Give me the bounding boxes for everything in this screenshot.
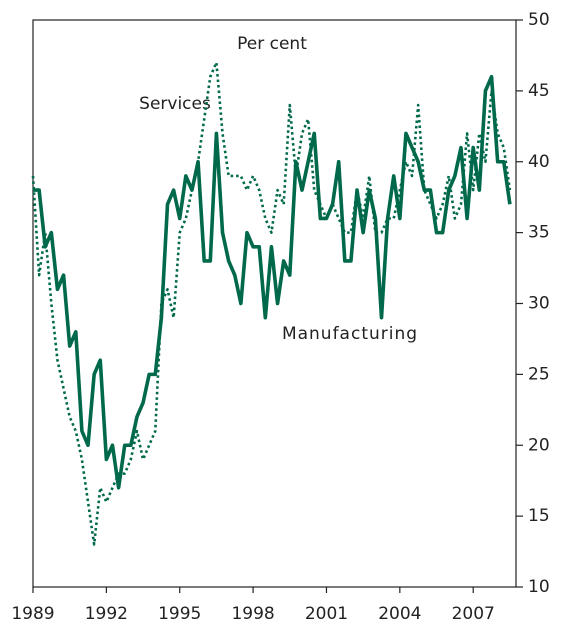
y-tick-label: 35 <box>528 223 550 243</box>
y-tick-label: 15 <box>528 506 550 526</box>
y-tick-label: 30 <box>528 294 550 314</box>
series-label: Manufacturing <box>282 324 418 344</box>
series-line <box>33 74 512 490</box>
x-tick-label: 1992 <box>85 604 128 624</box>
x-tick-label: 2001 <box>305 604 348 624</box>
x-tick-label: 1998 <box>231 604 274 624</box>
y-tick-label: 40 <box>528 152 550 172</box>
x-tick-label: 2007 <box>452 604 495 624</box>
y-tick-label: 10 <box>528 577 550 597</box>
y-tick-label: 50 <box>528 10 550 30</box>
x-tick-label: 1989 <box>11 604 54 624</box>
y-tick-label: 45 <box>528 81 550 101</box>
y-tick-label: 20 <box>528 435 550 455</box>
series-label: Services <box>139 94 211 114</box>
series-line <box>31 61 512 546</box>
unit-label: Per cent <box>237 34 307 54</box>
y-tick-label: 25 <box>528 364 550 384</box>
x-tick-label: 1995 <box>158 604 201 624</box>
x-tick-label: 2004 <box>378 604 421 624</box>
plot-frame <box>32 19 517 588</box>
